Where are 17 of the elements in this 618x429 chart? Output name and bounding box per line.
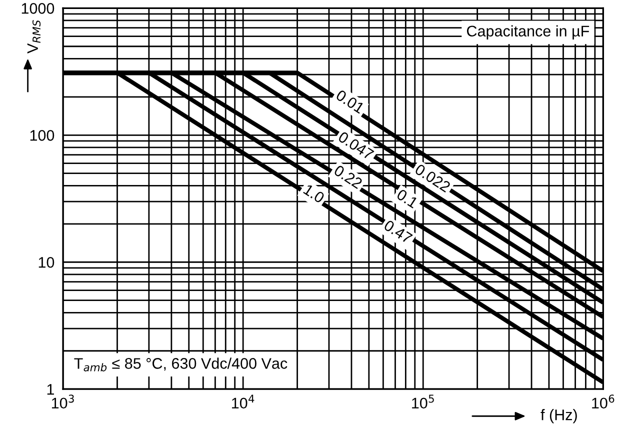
y-tick-label: 1000 [22, 3, 54, 14]
annotation: Capacitance in µF [467, 25, 590, 40]
annotation: 0.47 [383, 219, 413, 244]
y-tick-label: 1 [47, 384, 54, 395]
x-axis-title: f (Hz) [540, 409, 577, 424]
x-tick-label: 10$^{4}$ [232, 394, 254, 409]
annotation: 1.0 [302, 184, 326, 204]
y-tick-label: 10 [38, 256, 54, 268]
x-tick-label: 10$^{3}$ [52, 394, 74, 409]
annotation: 0.01 [335, 89, 365, 114]
annotation: 0.22 [333, 164, 363, 190]
annotation: T$_{amb}$ ≤ 85 °C, 630 Vdc/400 Vac [74, 358, 288, 372]
x-tick-label: 10$^{6}$ [592, 394, 614, 409]
y-axis-title: V$_{RMS}$ [27, 20, 41, 54]
y-tick-label: 100 [30, 130, 54, 141]
x-tick-label: 10$^{5}$ [412, 394, 434, 409]
annotation: 0.1 [396, 188, 419, 209]
